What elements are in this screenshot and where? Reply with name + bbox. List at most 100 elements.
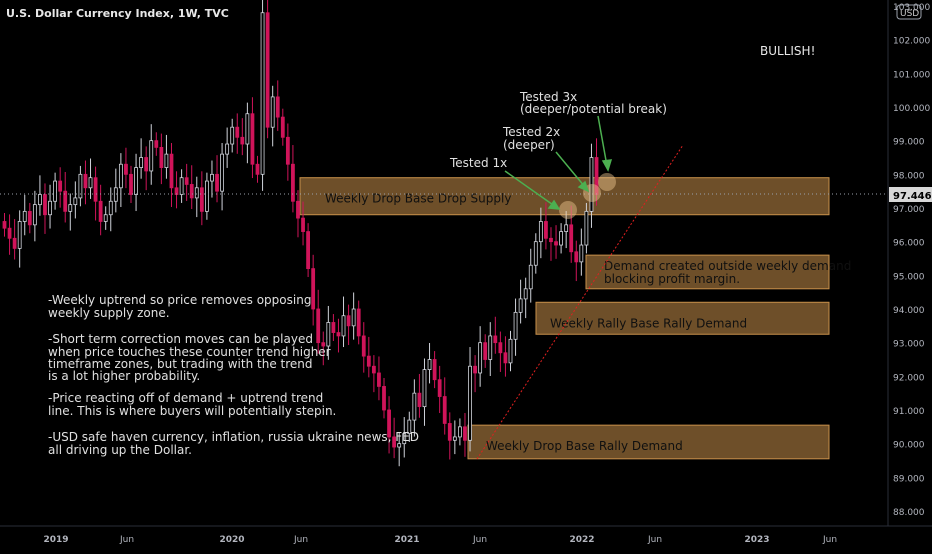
candle-body bbox=[220, 153, 224, 192]
candle-body bbox=[301, 217, 305, 232]
tested-3-label: Tested 3x bbox=[519, 90, 577, 104]
candle-body bbox=[179, 177, 184, 195]
candle-body bbox=[83, 173, 88, 189]
y-tick-label: 100.000 bbox=[893, 104, 930, 114]
candle-body bbox=[210, 173, 214, 182]
candle-body bbox=[184, 177, 189, 185]
zone-3-label: Weekly Rally Base Rally Demand bbox=[550, 316, 747, 330]
candle-body bbox=[280, 116, 285, 138]
candle-body bbox=[139, 157, 144, 168]
x-axis[interactable]: 2019 Jun 2020 Jun 2021 Jun 2022 Jun 2023 Jun bbox=[43, 535, 837, 545]
arrow-2 bbox=[555, 151, 586, 188]
candle-body bbox=[88, 177, 93, 189]
candle-body bbox=[483, 342, 488, 360]
y-tick-label: 98.000 bbox=[893, 171, 925, 181]
zone-4 bbox=[467, 424, 830, 460]
candle-body bbox=[356, 308, 361, 337]
y-axis[interactable]: 88.000 89.000 90.000 91.000 92.000 93.000 94.0… bbox=[893, 3, 930, 518]
candle-body bbox=[377, 372, 381, 387]
candle-body bbox=[579, 244, 584, 263]
zone-3 bbox=[535, 301, 830, 335]
candle-body bbox=[2, 221, 7, 229]
candle-body bbox=[199, 187, 204, 212]
candle-body bbox=[538, 221, 543, 243]
y-tick-label: 89.000 bbox=[893, 474, 925, 484]
y-tick-label: 90.000 bbox=[893, 441, 925, 451]
current-price-badge bbox=[889, 187, 932, 202]
note-2-line-1: -Short term correction moves can be play… bbox=[48, 332, 313, 346]
x-tick-label: Jun bbox=[119, 535, 134, 545]
candle-body bbox=[53, 180, 57, 202]
candle-body bbox=[528, 264, 533, 290]
candle-body bbox=[478, 342, 483, 374]
candle-body bbox=[432, 359, 437, 381]
candle-body bbox=[93, 177, 98, 202]
arrow-1-head bbox=[547, 199, 561, 210]
candles-layer bbox=[2, 0, 599, 467]
candle-body bbox=[296, 200, 300, 219]
candle-body bbox=[48, 200, 52, 216]
candle-body bbox=[387, 409, 391, 438]
candle-body bbox=[250, 113, 255, 165]
candle-body bbox=[417, 392, 422, 408]
candle-body bbox=[518, 298, 523, 313]
arrow-3 bbox=[597, 115, 608, 167]
y-tick-label: 97.000 bbox=[893, 205, 925, 215]
candle-body bbox=[306, 231, 311, 269]
tested-3-sublabel: (deeper/potential break) bbox=[520, 102, 667, 116]
zone-2-label: blocking profit margin. bbox=[604, 272, 740, 286]
y-tick-label: 103.000 bbox=[893, 3, 930, 13]
candle-body bbox=[230, 126, 235, 145]
y-tick-label: 91.000 bbox=[893, 407, 925, 417]
candle-body bbox=[321, 342, 326, 347]
candle-body bbox=[63, 190, 68, 212]
x-tick-label: 2023 bbox=[744, 535, 769, 545]
candle-body bbox=[336, 332, 341, 337]
candle-body bbox=[149, 140, 154, 172]
note-3-line-1: -Price reacting off of demand + uptrend … bbox=[48, 391, 323, 405]
bias-label: BULLISH! bbox=[760, 44, 815, 58]
candle-body bbox=[311, 268, 316, 310]
zone-1-label: Weekly Drop Base Drop Supply bbox=[325, 192, 511, 206]
x-tick-label: Jun bbox=[472, 535, 487, 545]
candle-body bbox=[291, 163, 295, 202]
x-tick-label: Jun bbox=[822, 535, 837, 545]
x-tick-label: 2022 bbox=[569, 535, 594, 545]
candle-body bbox=[412, 392, 417, 421]
note-3-line-2: line. This is where buyers will potentia… bbox=[48, 404, 336, 418]
notes-block: -Weekly uptrend so price removes opposin… bbox=[48, 293, 419, 457]
candle-body bbox=[245, 113, 250, 145]
arrow-2-head bbox=[577, 180, 590, 193]
candle-body bbox=[108, 200, 113, 216]
zone-4-label: Weekly Drop Base Rally Demand bbox=[486, 439, 683, 453]
candle-body bbox=[371, 365, 376, 374]
candle-body bbox=[129, 173, 133, 195]
x-tick-label: 2019 bbox=[43, 535, 68, 545]
y-tick-label: 96.000 bbox=[893, 239, 925, 249]
note-4-line-2: all driving up the Dollar. bbox=[48, 443, 192, 457]
y-tick-label: 94.000 bbox=[893, 306, 925, 316]
test-circle-1 bbox=[559, 201, 577, 219]
candle-body bbox=[559, 231, 563, 246]
candle-body bbox=[544, 221, 548, 239]
currency-badge[interactable]: USD bbox=[900, 9, 919, 19]
candle-body bbox=[407, 419, 412, 434]
candle-body bbox=[118, 163, 123, 189]
currency-badge-box[interactable] bbox=[896, 4, 922, 20]
test-circle-3 bbox=[598, 173, 616, 191]
candle-body bbox=[533, 241, 538, 266]
candle-body bbox=[22, 210, 27, 222]
candle-body bbox=[361, 335, 366, 357]
candle-body bbox=[174, 187, 179, 195]
candle-body bbox=[554, 241, 558, 246]
candle-body bbox=[98, 200, 103, 222]
candle-body bbox=[7, 227, 12, 239]
note-2-line-3: timeframe zones, but trading with the tr… bbox=[48, 357, 313, 371]
candle-body bbox=[523, 288, 528, 300]
candle-body bbox=[260, 12, 265, 175]
note-1-line-2: weekly supply zone. bbox=[48, 306, 170, 320]
candle-body bbox=[255, 163, 260, 175]
candle-body bbox=[463, 426, 467, 441]
